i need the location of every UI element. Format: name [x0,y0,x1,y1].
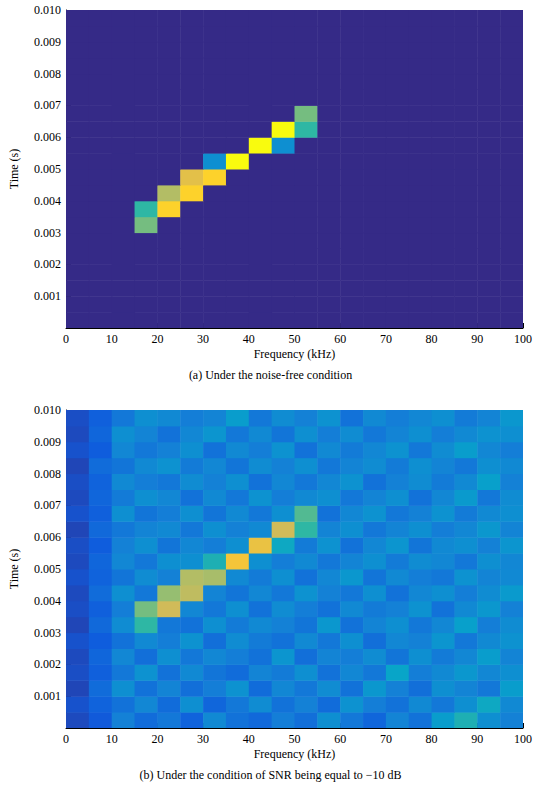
svg-text:60: 60 [334,732,346,746]
svg-text:0.009: 0.009 [34,35,61,49]
svg-text:40: 40 [243,332,255,346]
svg-text:0.006: 0.006 [34,530,61,544]
svg-text:0: 0 [63,732,69,746]
svg-text:30: 30 [197,732,209,746]
svg-text:(b) Under the condition of SNR: (b) Under the condition of SNR being equ… [139,768,401,782]
svg-text:10: 10 [106,332,118,346]
svg-text:80: 80 [426,732,438,746]
svg-text:Time (s): Time (s) [7,149,21,190]
svg-text:30: 30 [197,332,209,346]
svg-text:0.004: 0.004 [34,594,61,608]
svg-text:(a) Under the noise-free condi: (a) Under the noise-free condition [189,368,352,382]
svg-text:70: 70 [380,332,392,346]
svg-text:90: 90 [471,732,483,746]
svg-text:0.004: 0.004 [34,194,61,208]
svg-text:0.006: 0.006 [34,130,61,144]
svg-text:0.001: 0.001 [34,289,61,303]
svg-text:0.001: 0.001 [34,689,61,703]
svg-text:0.010: 0.010 [34,403,61,417]
svg-text:100: 100 [514,732,532,746]
svg-text:0.003: 0.003 [34,626,61,640]
svg-text:0.005: 0.005 [34,562,61,576]
svg-text:80: 80 [426,332,438,346]
svg-text:0.008: 0.008 [34,67,61,81]
svg-text:100: 100 [514,332,532,346]
svg-text:20: 20 [151,332,163,346]
svg-text:0.010: 0.010 [34,3,61,17]
svg-text:0.003: 0.003 [34,226,61,240]
svg-text:60: 60 [334,332,346,346]
svg-text:90: 90 [471,332,483,346]
svg-text:0.002: 0.002 [34,257,61,271]
svg-text:Time (s): Time (s) [7,549,21,590]
svg-text:0.008: 0.008 [34,467,61,481]
svg-text:50: 50 [289,332,301,346]
svg-text:0: 0 [63,332,69,346]
svg-text:0.002: 0.002 [34,657,61,671]
svg-text:0.007: 0.007 [34,98,61,112]
svg-text:Frequency (kHz): Frequency (kHz) [254,347,336,361]
svg-text:0.005: 0.005 [34,162,61,176]
svg-text:Frequency (kHz): Frequency (kHz) [254,747,336,761]
svg-text:20: 20 [151,732,163,746]
svg-text:0.007: 0.007 [34,498,61,512]
svg-text:40: 40 [243,732,255,746]
svg-text:70: 70 [380,732,392,746]
svg-text:0.009: 0.009 [34,435,61,449]
svg-text:10: 10 [106,732,118,746]
svg-text:50: 50 [289,732,301,746]
